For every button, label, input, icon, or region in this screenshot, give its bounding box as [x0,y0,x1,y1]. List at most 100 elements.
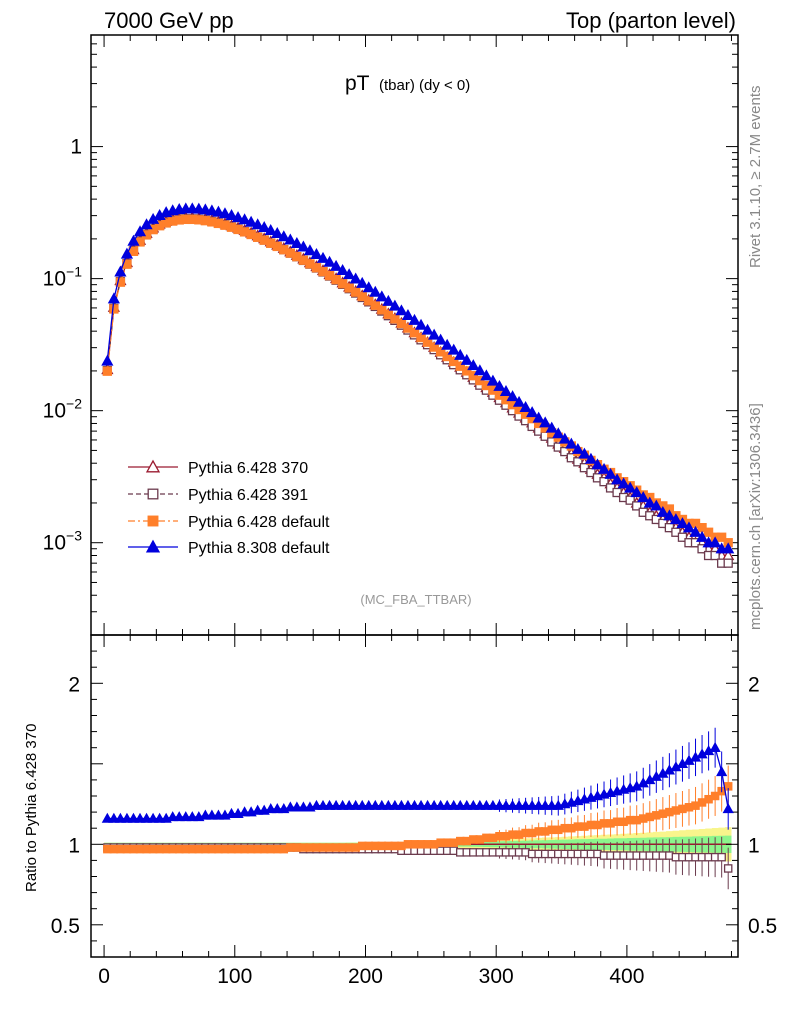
data-point [512,395,526,407]
data-point [199,203,212,215]
data-point [303,244,317,256]
ratio-point [467,799,479,810]
data-point [238,213,251,225]
header-right: Top (parton level) [566,8,736,33]
ratio-point [186,811,198,822]
y-tick-label: 10−3 [43,528,83,555]
ratio-point [363,799,375,810]
data-point [695,530,709,542]
ratio-point [212,809,225,820]
data-point [690,538,701,548]
ratio-point [539,799,551,810]
legend-label: Pythia 6.428 391 [188,487,308,504]
ratio-point [376,799,388,810]
ratio-point [441,799,453,810]
plot-title-main: pT [345,72,370,95]
ratio-point [480,799,492,810]
ratio-point [154,812,166,823]
ratio-point [199,809,211,820]
y-tick-label-exp: −1 [66,264,82,280]
ratio-y-tick-label-right: 1 [748,834,760,857]
data-point [599,477,609,487]
ratio-point [167,811,179,822]
ratio-point [343,799,355,810]
data-point [717,532,727,542]
data-point [571,442,584,454]
ratio-ylabel: Ratio to Pythia 6.428 370 [23,724,40,892]
ratio-y-tick-label-right: 2 [748,673,760,696]
ratio-point [330,799,342,810]
x-tick-label: 400 [609,965,644,988]
data-point [225,209,238,221]
data-point [455,361,465,371]
data-point [205,204,219,216]
ratio-point [717,852,726,862]
data-point [573,457,583,467]
data-point [329,259,343,271]
data-point [271,226,284,238]
data-point [323,255,336,267]
data-point [486,374,500,386]
data-point [468,371,478,381]
data-point [467,359,480,371]
data-point [127,234,140,246]
ratio-point [206,809,218,820]
data-point [539,416,552,428]
data-point [395,304,408,316]
data-point [454,348,467,360]
ratio-point [134,812,146,823]
ratio-point [121,812,133,823]
rivet-label: Rivet 3.1.10, ≥ 2.7M events [747,86,764,269]
ratio-point [252,804,264,815]
data-point [449,356,459,367]
data-point [473,364,486,376]
data-point [552,427,565,439]
data-point [584,452,598,464]
data-point [493,379,506,391]
data-point [115,277,126,287]
main-panel: 110−110−210−3 [43,34,738,636]
data-point [710,550,720,561]
legend-label: Pythia 8.308 default [188,540,330,557]
data-point [422,337,433,347]
data-point [429,342,439,352]
y-tick-label-exp: −2 [66,396,82,412]
data-point [284,233,297,245]
y-tick-label-exp: −3 [66,528,82,544]
legend-label: Pythia 6.428 default [188,514,330,531]
data-point [428,328,441,340]
legend-marker [147,488,159,500]
data-point [671,527,681,537]
data-point [722,542,735,554]
ratio-point [709,741,721,752]
data-point [107,292,120,304]
ratio-point [454,799,466,810]
data-point [709,536,722,548]
data-point [617,477,630,489]
data-point [101,354,114,366]
data-point [637,491,650,503]
ratio-point [265,803,277,814]
ratio-point [101,812,113,823]
analysis-tag: (MC_FBA_TTBAR) [360,592,471,607]
data-point [462,366,472,376]
ratio-point [395,799,408,810]
ratio-point [448,799,460,810]
data-point [689,525,702,537]
ratio-point [127,812,140,823]
ratio-point [147,812,159,823]
data-point [408,313,421,325]
data-point [435,347,446,357]
ratio-point [402,799,414,810]
ratio-point [493,799,506,810]
ratio-frame [90,634,739,958]
data-point [258,221,271,233]
ratio-point [323,799,336,810]
data-point [597,462,611,474]
data-point [656,505,669,517]
data-point [663,509,676,521]
data-point [560,446,570,457]
data-point [403,323,413,333]
data-point [558,432,571,444]
data-point [362,281,375,293]
